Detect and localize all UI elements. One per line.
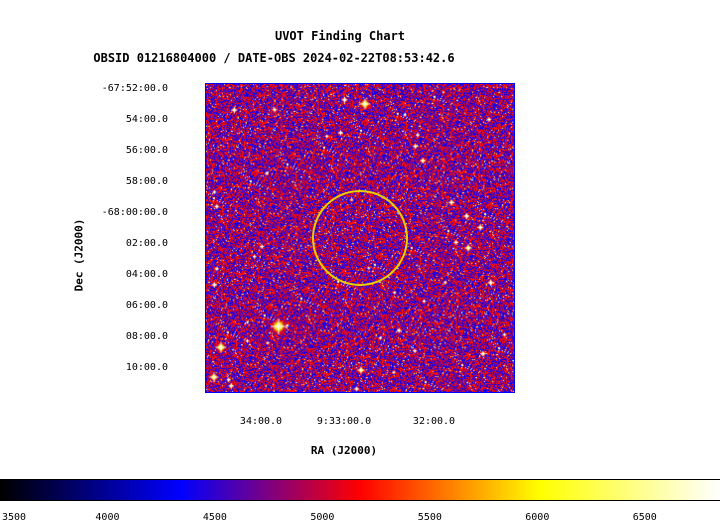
sky-image[interactable] [205, 83, 515, 393]
colorbar-tick-label: 6000 [525, 512, 550, 523]
y-tick-label: 54:00.0 [125, 114, 168, 125]
colorbar-tick-label: 5500 [417, 512, 442, 523]
y-tick-label: 02:00.0 [125, 238, 168, 249]
source-region-circle [312, 190, 408, 286]
x-tick-label: 32:00.0 [412, 416, 456, 427]
y-axis-label: Dec (J2000) [72, 218, 86, 292]
y-tick-label: 06:00.0 [125, 300, 168, 311]
colorbar-tick-label: 4000 [95, 512, 120, 523]
y-tick-label: -68:00:00.0 [101, 207, 168, 218]
chart-title: UVOT Finding Chart [274, 29, 406, 43]
y-tick-label: 58:00.0 [125, 176, 168, 187]
colorbar-tick-label: 5000 [310, 512, 335, 523]
x-tick-label: 34:00.0 [239, 416, 283, 427]
colorbar-tick-label: 3500 [1, 512, 27, 523]
colorbar-tick-label: 4500 [202, 512, 227, 523]
y-tick-label: 56:00.0 [125, 145, 168, 156]
x-axis-label: RA (J2000) [310, 444, 378, 457]
y-tick-label: 08:00.0 [125, 331, 168, 342]
colorbar [0, 479, 720, 501]
y-tick-label: -67:52:00.0 [101, 83, 168, 94]
x-tick-label: 9:33:00.0 [316, 416, 372, 427]
y-tick-label: 04:00.0 [125, 269, 168, 280]
colorbar-tick-label: 6500 [632, 512, 657, 523]
chart-subtitle: OBSID 01216804000 / DATE-OBS 2024-02-22T… [93, 51, 455, 65]
region-overlay [312, 190, 408, 286]
y-tick-label: 10:00.0 [125, 362, 168, 373]
